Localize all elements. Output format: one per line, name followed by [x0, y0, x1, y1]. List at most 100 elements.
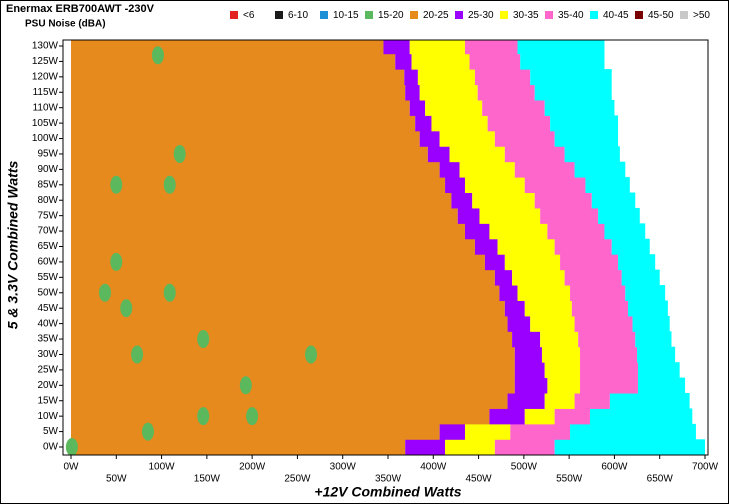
band-cell — [517, 285, 571, 301]
band-cell — [512, 331, 541, 348]
band-cell — [449, 146, 505, 163]
band-cell — [71, 130, 420, 147]
legend-label: 10-15 — [333, 10, 359, 21]
band-cell — [514, 346, 542, 363]
y-tick-label: 105W — [32, 118, 59, 129]
band-cell — [524, 300, 572, 317]
y-tick-label: 35W — [37, 334, 58, 345]
band-cell — [625, 285, 666, 301]
band-cell — [71, 346, 515, 363]
legend-swatch — [500, 11, 508, 19]
band-cell — [415, 115, 432, 132]
noise-spot — [173, 144, 186, 163]
noise-spot — [239, 376, 252, 395]
y-tick-label: 65W — [37, 241, 58, 252]
x-tick-label: 250W — [284, 474, 311, 485]
band-cell — [524, 408, 555, 425]
band-cell — [507, 315, 531, 332]
band-cell — [580, 377, 638, 394]
noise-spot — [141, 422, 154, 441]
band-cell — [472, 192, 535, 209]
band-cell — [534, 84, 612, 101]
x-tick-label: 50W — [106, 474, 127, 485]
noise-spot — [151, 46, 164, 65]
legend-swatch — [410, 11, 418, 19]
x-tick-label: 450W — [466, 474, 493, 485]
y-tick-label: 15W — [37, 395, 58, 406]
band-cell — [489, 408, 525, 425]
legend-swatch — [365, 11, 373, 19]
band-cell — [409, 99, 426, 116]
legend-label: 6-10 — [288, 10, 308, 21]
noise-spot — [131, 345, 144, 364]
x-tick-label: 150W — [194, 474, 221, 485]
band-cell — [71, 408, 490, 425]
x-tick-label: 500W — [511, 462, 538, 473]
legend-label: <6 — [243, 10, 255, 21]
band-cell — [431, 115, 488, 132]
legend-swatch — [320, 11, 328, 19]
band-cell — [609, 393, 690, 409]
band-cell — [494, 439, 555, 455]
band-cell — [71, 362, 515, 379]
band-cell — [504, 146, 565, 163]
band-cell — [425, 99, 483, 116]
noise-spot — [163, 175, 176, 194]
band-cell — [637, 346, 676, 363]
x-axis-title: +12V Combined Watts — [314, 484, 461, 500]
x-tick-label: 550W — [556, 474, 583, 485]
band-cell — [499, 285, 518, 301]
band-cell — [395, 53, 412, 70]
band-cell — [489, 223, 548, 240]
noise-spot — [110, 175, 123, 194]
band-cell — [405, 439, 446, 455]
y-tick-label: 60W — [37, 257, 58, 268]
band-cell — [459, 161, 515, 178]
band-cell — [514, 161, 575, 178]
band-cell — [504, 300, 525, 317]
band-cell — [541, 346, 581, 363]
band-cell — [411, 53, 470, 70]
legend-swatch — [230, 11, 238, 19]
y-tick-label: 80W — [37, 195, 58, 206]
band-cell — [71, 207, 458, 224]
legend-swatch — [680, 11, 688, 19]
band-cell — [404, 69, 418, 86]
legend-label: 40-45 — [603, 10, 629, 21]
plot-frame — [62, 39, 709, 456]
band-cell — [544, 99, 615, 116]
band-cell — [547, 223, 605, 240]
y-tick-label: 95W — [37, 149, 58, 160]
band-cell — [484, 254, 505, 271]
y-tick-label: 50W — [37, 287, 58, 298]
legend-swatch — [545, 11, 553, 19]
legend-swatch — [635, 11, 643, 19]
band-cell — [409, 40, 465, 55]
band-cell — [510, 423, 571, 440]
band-cell — [464, 40, 518, 55]
y-tick-label: 20W — [37, 380, 58, 391]
band-cell — [71, 40, 384, 55]
legend-swatch — [455, 11, 463, 19]
legend-label: >50 — [693, 10, 710, 21]
band-cell — [574, 161, 626, 178]
band-cell — [507, 393, 545, 409]
band-cell — [534, 192, 592, 209]
band-cell — [479, 207, 541, 224]
noise-spot — [163, 283, 176, 302]
band-cell — [71, 238, 475, 255]
noise-spot — [197, 330, 210, 349]
y-tick-label: 100W — [32, 133, 59, 144]
y-tick-label: 90W — [37, 164, 58, 175]
y-tick-label: 40W — [37, 318, 58, 329]
band-cell — [419, 84, 478, 101]
band-cell — [530, 315, 575, 332]
band-cell — [427, 146, 450, 163]
band-cell — [71, 84, 406, 101]
band-cell — [512, 269, 565, 286]
band-cell — [618, 254, 656, 271]
legend-label: 45-50 — [648, 10, 674, 21]
x-tick-label: 600W — [601, 462, 628, 473]
band-cell — [580, 346, 638, 363]
